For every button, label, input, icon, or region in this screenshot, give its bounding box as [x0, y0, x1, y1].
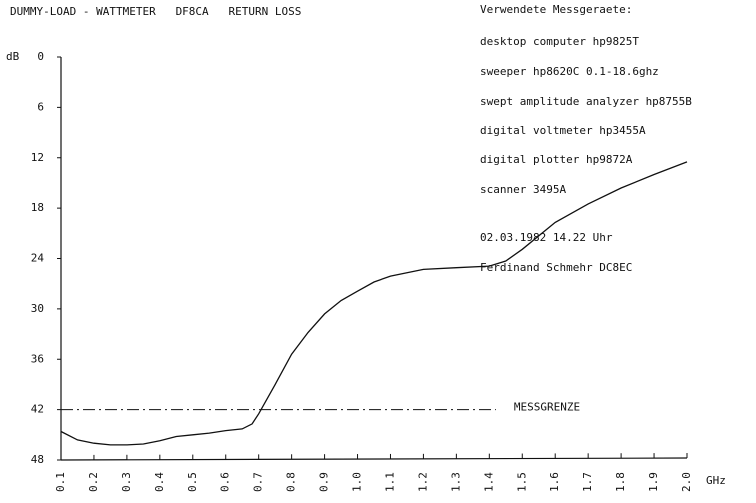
x-tick-label: 2.0 [680, 472, 693, 492]
line-series [60, 161, 688, 446]
y-tick-label: 6 [37, 100, 44, 113]
x-tick-label: 1.6 [548, 472, 561, 492]
annotation: sweeper hp8620C 0.1-18.6ghz [480, 65, 659, 78]
annotation: digital voltmeter hp3455A [480, 124, 646, 137]
x-tick-label: 0.6 [219, 472, 232, 492]
annotation: Ferdinand Schmehr DC8EC [480, 261, 632, 274]
y-tick-label: 30 [31, 302, 44, 315]
x-tick-label: 0.3 [120, 472, 133, 492]
chart-title: DUMMY-LOAD - WATTMETER DF8CA RETURN LOSS [10, 5, 301, 18]
limit-label: MESSGRENZE [514, 401, 580, 414]
x-tick-label: 1.5 [515, 472, 528, 492]
annotation: 02.03.1982 14.22 Uhr [480, 231, 613, 244]
x-tick-label: 1.9 [647, 472, 660, 492]
x-tick-label: 0.2 [87, 472, 100, 492]
x-tick-label: 0.9 [318, 472, 331, 492]
y-axis-label: dB [6, 50, 20, 63]
annotation: scanner 3495A [480, 183, 566, 196]
y-tick-label: 42 [31, 403, 44, 416]
annotation: desktop computer hp9825T [480, 35, 639, 48]
y-tick-label: 24 [31, 252, 45, 265]
y-tick-label: 0 [37, 50, 44, 63]
y-tick-label: 36 [31, 352, 44, 365]
annotation: Verwendete Messgeraete: [480, 3, 632, 16]
x-tick-label: 0.4 [153, 472, 166, 492]
x-tick-label: 1.1 [383, 472, 396, 492]
x-axis-label: GHz [706, 474, 726, 487]
annotation: swept amplitude analyzer hp8755B [480, 95, 692, 108]
annotation: digital plotter hp9872A [480, 153, 633, 166]
x-tick-label: 0.1 [54, 472, 67, 492]
y-tick-label: 12 [31, 151, 44, 164]
y-tick-label: 48 [31, 453, 44, 466]
x-tick-label: 1.8 [614, 472, 627, 492]
x-axis [60, 457, 688, 461]
x-tick-label: 0.8 [285, 472, 298, 492]
y-tick-label: 18 [31, 201, 44, 214]
x-tick-label: 1.3 [449, 472, 462, 492]
x-tick-label: 1.0 [351, 472, 364, 492]
x-tick-label: 1.4 [482, 472, 495, 492]
x-tick-label: 0.7 [252, 472, 265, 492]
x-tick-label: 1.2 [416, 472, 429, 492]
x-tick-label: 0.5 [186, 472, 199, 492]
x-tick-label: 1.7 [581, 472, 594, 492]
